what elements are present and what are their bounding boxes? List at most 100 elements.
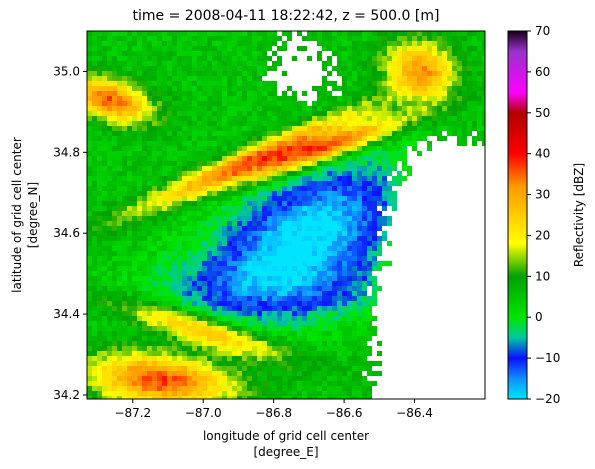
reflectivity-cell (117, 246, 122, 251)
reflectivity-cell (292, 356, 297, 361)
reflectivity-cell (412, 126, 417, 131)
reflectivity-cell (262, 346, 267, 351)
reflectivity-cell (182, 331, 187, 336)
reflectivity-cell (282, 276, 287, 281)
reflectivity-cell (87, 356, 92, 361)
reflectivity-cell (97, 236, 102, 241)
reflectivity-cell (232, 366, 237, 371)
reflectivity-cell (317, 136, 322, 141)
reflectivity-cell (242, 326, 247, 331)
reflectivity-cell (177, 121, 182, 126)
reflectivity-cell (177, 186, 182, 191)
reflectivity-cell (402, 51, 407, 56)
reflectivity-cell (102, 216, 107, 221)
reflectivity-cell (282, 186, 287, 191)
reflectivity-cell (192, 306, 197, 311)
reflectivity-cell (187, 171, 192, 176)
reflectivity-cell (367, 61, 372, 66)
reflectivity-cell (232, 206, 237, 211)
reflectivity-cell (367, 106, 372, 111)
reflectivity-cell (347, 36, 352, 41)
reflectivity-cell (102, 316, 107, 321)
reflectivity-cell (372, 266, 377, 271)
reflectivity-cell (102, 351, 107, 356)
reflectivity-cell (382, 126, 387, 131)
reflectivity-cell (287, 126, 292, 131)
reflectivity-cell (402, 76, 407, 81)
reflectivity-cell (137, 346, 142, 351)
reflectivity-cell (242, 146, 247, 151)
reflectivity-cell (347, 386, 352, 391)
reflectivity-cell (232, 181, 237, 186)
reflectivity-cell (152, 131, 157, 136)
reflectivity-cell (157, 316, 162, 321)
reflectivity-cell (267, 166, 272, 171)
reflectivity-cell (172, 131, 177, 136)
reflectivity-cell (232, 261, 237, 266)
reflectivity-cell (217, 186, 222, 191)
reflectivity-cell (327, 281, 332, 286)
reflectivity-cell (137, 286, 142, 291)
reflectivity-cell (362, 36, 367, 41)
reflectivity-cell (397, 126, 402, 131)
reflectivity-cell (312, 281, 317, 286)
reflectivity-cell (187, 161, 192, 166)
reflectivity-cell (337, 396, 342, 399)
reflectivity-cell (147, 181, 152, 186)
reflectivity-cell (117, 346, 122, 351)
reflectivity-cell (147, 191, 152, 196)
reflectivity-cell (262, 131, 267, 136)
reflectivity-cell (277, 121, 282, 126)
reflectivity-cell (417, 111, 422, 116)
reflectivity-cell (377, 166, 382, 171)
reflectivity-cell (482, 56, 485, 61)
reflectivity-cell (152, 36, 157, 41)
reflectivity-cell (302, 166, 307, 171)
reflectivity-cell (207, 356, 212, 361)
reflectivity-cell (232, 101, 237, 106)
reflectivity-cell (112, 286, 117, 291)
reflectivity-cell (212, 76, 217, 81)
reflectivity-cell (292, 286, 297, 291)
reflectivity-cell (352, 341, 357, 346)
reflectivity-cell (102, 41, 107, 46)
reflectivity-cell (347, 31, 352, 36)
reflectivity-cell (177, 101, 182, 106)
reflectivity-cell (192, 126, 197, 131)
reflectivity-cell (387, 186, 392, 191)
reflectivity-cell (222, 156, 227, 161)
reflectivity-cell (352, 231, 357, 236)
reflectivity-cell (212, 326, 217, 331)
reflectivity-cell (357, 216, 362, 221)
reflectivity-cell (407, 41, 412, 46)
reflectivity-cell (307, 256, 312, 261)
reflectivity-cell (302, 226, 307, 231)
reflectivity-cell (332, 106, 337, 111)
reflectivity-cell (332, 191, 337, 196)
reflectivity-cell (472, 136, 477, 141)
reflectivity-cell (297, 266, 302, 271)
reflectivity-cell (257, 161, 262, 166)
reflectivity-cell (292, 351, 297, 356)
reflectivity-cell (157, 161, 162, 166)
reflectivity-cell (197, 336, 202, 341)
reflectivity-cell (87, 266, 92, 271)
reflectivity-cell (442, 81, 447, 86)
reflectivity-cell (152, 111, 157, 116)
reflectivity-cell (262, 376, 267, 381)
reflectivity-cell (242, 131, 247, 136)
reflectivity-cell (362, 266, 367, 271)
reflectivity-cell (297, 331, 302, 336)
reflectivity-cell (297, 246, 302, 251)
reflectivity-cell (122, 181, 127, 186)
reflectivity-cell (172, 121, 177, 126)
reflectivity-cell (277, 331, 282, 336)
reflectivity-cell (367, 196, 372, 201)
reflectivity-cell (357, 321, 362, 326)
reflectivity-cell (242, 206, 247, 211)
reflectivity-cell (367, 151, 372, 156)
reflectivity-cell (132, 221, 137, 226)
reflectivity-cell (322, 366, 327, 371)
reflectivity-cell (367, 371, 372, 376)
reflectivity-cell (137, 376, 142, 381)
